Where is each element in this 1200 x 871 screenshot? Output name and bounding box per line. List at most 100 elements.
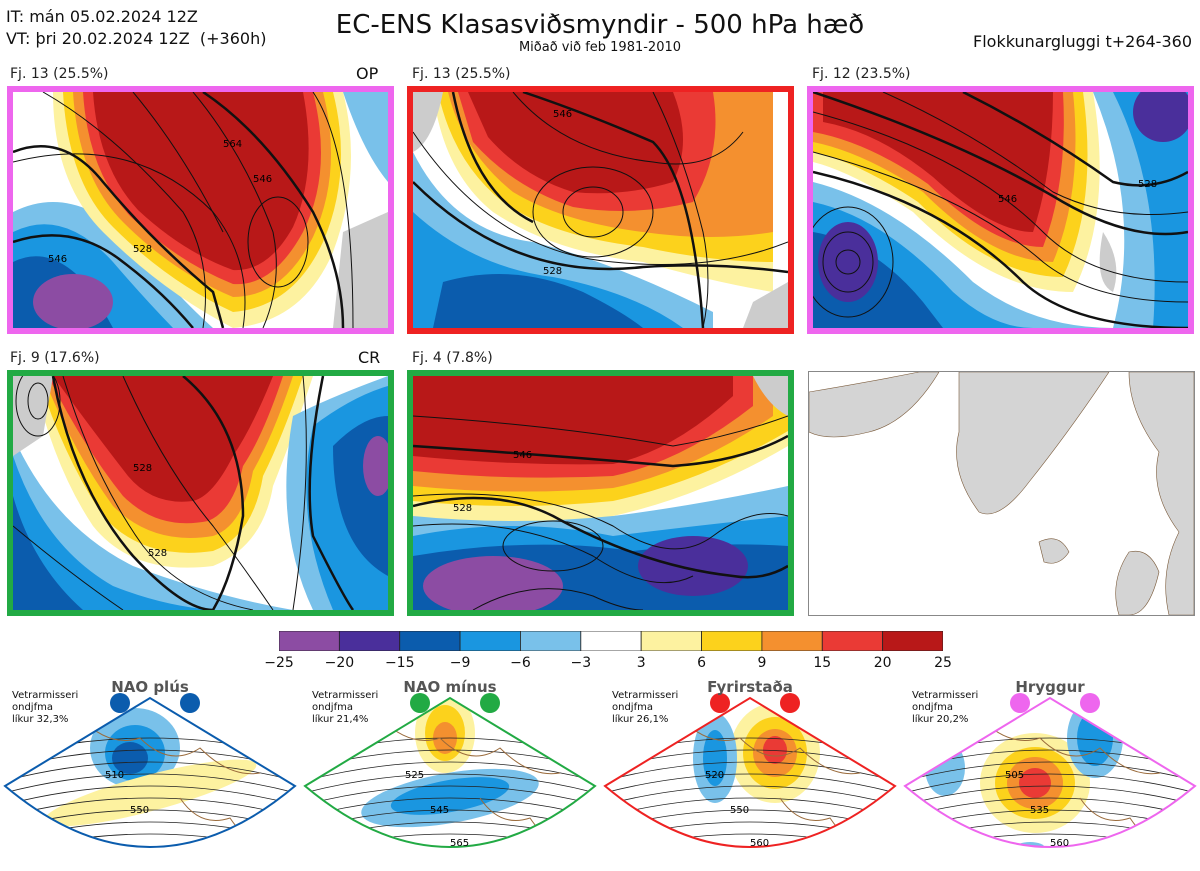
cluster-map-panel-4[interactable]: 528 528 [7,370,394,616]
colorbar-ticks: −25 −20 −15 −9 −6 −3 3 6 9 15 20 25 [264,655,952,675]
anomaly-map-1: 528 564 546 546 [13,92,388,328]
regime-panel[interactable]: 505 535 560 Hryggur Vetrarmisseri ondjfma líku… [900,678,1200,871]
regime-note-line: ondjfma [612,702,653,713]
colorbar-tick-label: −9 [449,655,471,671]
contour-label: 546 [253,174,272,185]
colorbar-swatch [278,630,340,652]
contour-label: 546 [513,450,532,461]
contour-label: 564 [223,139,242,150]
regime-title: Hryggur [1015,678,1085,696]
height-contour [5,797,295,819]
regime-fan-map: 520 550 560 [603,696,897,849]
contour-label: 510 [105,770,124,781]
colorbar-swatch [580,630,642,652]
panel-4-tag: CR [358,348,381,367]
init-time: IT: mán 05.02.2024 12Z [6,7,198,26]
contour-label: 520 [705,770,724,781]
cluster-map-panel-3[interactable]: 546 528 [807,86,1194,334]
anomaly-blob [763,736,787,764]
regime-outline [603,696,897,848]
colorbar-tick-label: 25 [934,655,952,671]
panel-4-label: Fj. 9 (17.6%) [10,350,100,366]
height-contour [905,785,1195,807]
regime-panel[interactable]: 520 550 560 Fyrirstaða Vetrarmisseri ondjfma l… [600,678,900,871]
cluster-map-panel-2[interactable]: 528 546 [407,86,794,334]
regime-note-line: Vetrarmisseri [912,690,979,701]
contour-label: 545 [430,805,449,816]
height-contour [305,773,595,795]
contour-label: 528 [133,463,152,474]
contour-label: 560 [1050,838,1069,849]
colorbar-tick-label: −6 [510,655,531,671]
regime-panel[interactable]: 525 545 565 NAO mínus Vetrarmisseri ondjfma lí… [300,678,600,871]
colorbar-swatch [761,630,823,652]
regime-fan-map: 510 550 [3,696,297,848]
colorbar-tick-label: −25 [264,655,294,671]
colorbar-tick-label: 9 [757,655,767,671]
colorbar-tick-label: 15 [813,655,832,671]
anomaly-map-4: 528 528 [13,376,388,610]
height-contour [5,785,295,807]
regime-note-line: líkur 20,2% [912,714,969,725]
regime-note-line: Vetrarmisseri [312,690,379,701]
height-contour [605,797,895,819]
regime-title: NAO mínus [403,678,497,696]
regime-marker-dot [480,693,500,713]
contour-label: 546 [553,109,572,120]
page-subtitle: Miðað við feb 1981-2010 [518,40,682,55]
panel-1-label: Fj. 13 (25.5%) [10,66,109,82]
colorbar-tick-label: 3 [636,655,646,671]
colorbar-swatches [278,630,944,652]
colorbar-swatch [882,630,944,652]
contour-label: 560 [750,838,769,849]
classification-window: Flokkunargluggi t+264-360 [973,32,1192,51]
contour-label: 505 [1005,770,1024,781]
colorbar-tick-label: 6 [697,655,707,671]
contour-label: 546 [998,194,1017,205]
contour-label: 528 [453,503,472,514]
colorbar-swatch [701,630,763,652]
regime-marker-dot [1080,693,1100,713]
regime-fan-map: 505 535 560 [903,696,1197,849]
anomaly-map-3: 546 528 [813,92,1188,328]
height-contour [905,773,1195,795]
height-contour [5,773,295,795]
regime-panel[interactable]: 510 550 NAO plús Vetrarmisseri ondjfma líkur … [0,678,300,871]
anomaly-blob [925,740,965,796]
colorbar-tick-label: 20 [873,655,892,671]
height-contour [305,761,595,783]
colorbar-tick-label: −3 [570,655,592,671]
regime-note-line: Vetrarmisseri [612,690,679,701]
regime-probability-note: Vetrarmisseri ondjfma líkur 26,1% [612,690,678,726]
regime-note-line: ondjfma [312,702,353,713]
contour-label: 565 [450,838,469,849]
anomaly-blob [703,730,727,786]
colorbar-swatch [459,630,521,652]
regime-probability-note: Vetrarmisseri ondjfma líkur 20,2% [912,690,978,726]
height-contour [5,761,295,783]
valid-time: VT: þri 20.02.2024 12Z (+360h) [6,29,267,48]
contour-label: 550 [730,805,749,816]
regime-marker-dot [110,693,130,713]
anomaly-map-2: 528 546 [413,92,788,328]
colorbar-swatch [520,630,582,652]
base-map [808,371,1195,616]
contour-label: 528 [133,244,152,255]
regime-marker-dot [410,693,430,713]
anomaly-blob [1019,768,1051,798]
height-contour [605,785,895,807]
cluster-map-panel-5[interactable]: 546 528 [407,370,794,616]
regime-outline [903,696,1197,848]
header-dates: IT: mán 05.02.2024 12Z VT: þri 20.02.202… [6,6,266,50]
panel-1-tag: OP [356,64,379,83]
colorbar-swatch [399,630,461,652]
regime-note-line: líkur 26,1% [612,714,669,725]
regime-fan-map: 525 545 565 [303,696,597,849]
panel-3-label: Fj. 12 (23.5%) [812,66,911,82]
colorbar-tick-label: −20 [324,655,355,671]
contour-label: 528 [543,266,562,277]
regime-note-line: líkur 32,3% [12,714,69,725]
regime-note-line: ondjfma [12,702,53,713]
cluster-map-panel-1[interactable]: 528 564 546 546 [7,86,394,334]
panel-2-label: Fj. 13 (25.5%) [412,66,511,82]
